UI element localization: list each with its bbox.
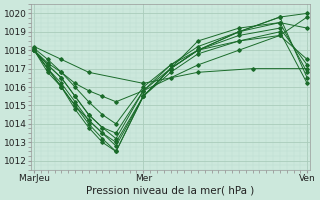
X-axis label: Pression niveau de la mer( hPa ): Pression niveau de la mer( hPa ) <box>86 186 255 196</box>
